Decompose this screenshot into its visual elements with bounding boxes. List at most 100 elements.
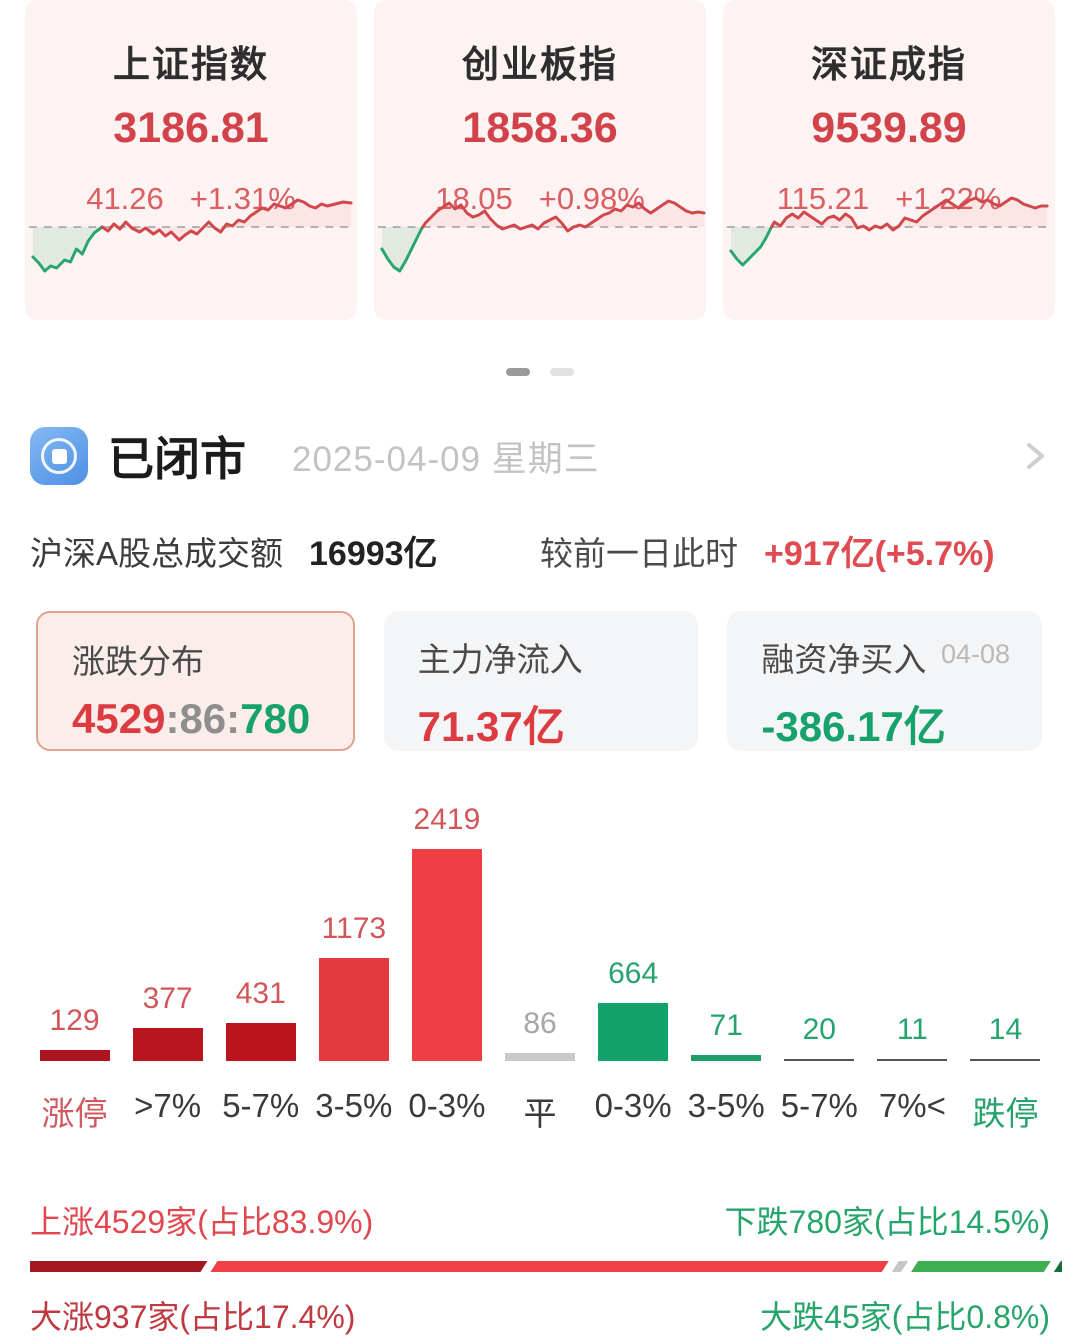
chevron-right-icon[interactable] xyxy=(1020,441,1050,471)
margin-buy-value: -386.17亿 xyxy=(761,703,946,750)
turnover-row: 沪深A股总成交额 16993亿 较前一日此时 +917亿(+5.7%) xyxy=(0,526,1080,575)
bar-value-label: 71 xyxy=(709,1009,743,1042)
bar xyxy=(225,1023,296,1061)
breadth-segment-big-down xyxy=(1053,1261,1062,1272)
distribution-bar-column[interactable]: 86 xyxy=(493,1007,586,1061)
coin-core xyxy=(51,448,67,464)
distribution-bar-column[interactable]: 1173 xyxy=(307,912,400,1061)
big-down-summary-label: 大跌45家(占比0.8%) xyxy=(760,1299,1050,1335)
distribution-bar-column[interactable]: 431 xyxy=(214,977,307,1061)
market-status-date: 2025-04-09 星期三 xyxy=(292,439,600,479)
bar xyxy=(598,1003,669,1061)
stat-cards: 涨跌分布 4529:86:780 主力净流入 71.37亿 融资净买入 04-0… xyxy=(0,611,1080,751)
index-card-sse[interactable]: 上证指数 3186.81 41.26 +1.31% xyxy=(25,0,357,320)
index-cards: 上证指数 3186.81 41.26 +1.31% 创业板指 1858.36 1… xyxy=(0,0,1080,320)
bar xyxy=(318,958,389,1061)
breadth-row-bottom: 大涨937家(占比17.4%) 大跌45家(占比0.8%) xyxy=(30,1292,1050,1338)
distribution-bar-chart: 129 377 431 1173 2419 86 664 71 20 11 14 xyxy=(28,803,1052,1061)
stat-card-distribution[interactable]: 涨跌分布 4529:86:780 xyxy=(36,611,355,751)
distribution-bar-column[interactable]: 129 xyxy=(28,1004,121,1061)
distribution-bar-column[interactable]: 14 xyxy=(959,1013,1052,1061)
distribution-bar-column[interactable]: 11 xyxy=(866,1013,959,1061)
index-change-percent: +1.22% xyxy=(895,181,1002,216)
stat-card-margin-buy[interactable]: 融资净买入 04-08 -386.17亿 xyxy=(727,611,1043,751)
distribution-category: 0-3% xyxy=(400,1061,493,1135)
category-label: 3-5% xyxy=(315,1087,393,1124)
bar-value-label: 86 xyxy=(523,1007,557,1040)
down-summary-label: 下跌780家(占比14.5%) xyxy=(724,1204,1050,1240)
index-change: 115.21 +1.22% xyxy=(723,181,1055,217)
distribution-bar-column[interactable]: 71 xyxy=(680,1009,773,1061)
margin-buy-date: 04-08 xyxy=(940,639,1011,669)
pagination-dot-active[interactable] xyxy=(506,368,530,376)
stat-card-title: 涨跌分布 xyxy=(72,643,204,680)
index-change-percent: +0.98% xyxy=(538,181,645,216)
bar xyxy=(411,849,482,1061)
market-status-title: 已闭市 xyxy=(108,433,246,485)
index-name: 深证成指 xyxy=(811,44,967,85)
distribution-ratio: 4529:86:780 xyxy=(72,695,353,743)
turnover-total-group: 沪深A股总成交额 16993亿 xyxy=(30,526,540,575)
main-inflow-value: 71.37亿 xyxy=(417,703,565,750)
distribution-category: 5-7% xyxy=(214,1061,307,1135)
carousel-pagination xyxy=(0,368,1080,376)
bar xyxy=(39,1050,110,1061)
index-name: 创业板指 xyxy=(462,44,618,85)
distribution-category-labels: 涨停 >7% 5-7% 3-5% 0-3% 平 0-3% 3-5% 5-7% 7%< 跌停 xyxy=(28,1061,1052,1135)
category-label: 7%< xyxy=(878,1087,946,1124)
index-change-percent: +1.31% xyxy=(189,181,296,216)
distribution-category: 7%< xyxy=(866,1061,959,1135)
up-summary-label: 上涨4529家(占比83.9%) xyxy=(30,1204,374,1240)
index-value: 3186.81 xyxy=(113,104,269,152)
bar xyxy=(784,1059,855,1061)
pagination-dot[interactable] xyxy=(550,368,574,376)
bar-value-label: 20 xyxy=(802,1013,836,1046)
breadth-segment-flat xyxy=(892,1261,908,1272)
index-card-szse[interactable]: 深证成指 9539.89 115.21 +1.22% xyxy=(723,0,1055,320)
index-change-amount: 115.21 xyxy=(776,181,870,216)
market-status-row[interactable]: 已闭市 2025-04-09 星期三 xyxy=(0,426,1080,486)
index-change-amount: 18.05 xyxy=(435,181,513,216)
turnover-compare-value: +917亿(+5.7%) xyxy=(764,535,995,573)
bar xyxy=(132,1028,203,1061)
index-card-chinext[interactable]: 创业板指 1858.36 18.05 +0.98% xyxy=(374,0,706,320)
category-label: 5-7% xyxy=(222,1087,300,1124)
turnover-label: 沪深A股总成交额 xyxy=(30,535,284,572)
distribution-category: 0-3% xyxy=(587,1061,680,1135)
bar-value-label: 11 xyxy=(896,1013,928,1046)
stat-card-title: 主力净流入 xyxy=(417,641,583,678)
distribution-bar-column[interactable]: 20 xyxy=(773,1013,866,1061)
bar xyxy=(877,1059,948,1061)
bar-value-label: 14 xyxy=(988,1013,1023,1046)
index-change: 41.26 +1.31% xyxy=(25,181,357,217)
stat-card-title: 融资净买入 xyxy=(761,641,927,678)
index-sparkline-chart xyxy=(374,187,706,302)
bar xyxy=(970,1059,1041,1061)
bar-value-label: 129 xyxy=(49,1004,100,1037)
bar-value-label: 1173 xyxy=(321,912,387,945)
category-label: 5-7% xyxy=(780,1087,858,1124)
stat-card-main-inflow[interactable]: 主力净流入 71.37亿 xyxy=(383,611,699,751)
distribution-category: 3-5% xyxy=(680,1061,773,1135)
distribution-bar-column[interactable]: 664 xyxy=(587,957,680,1061)
index-change: 18.05 +0.98% xyxy=(374,181,706,217)
breadth-segment-big-up xyxy=(30,1261,207,1272)
breadth-progress-bar xyxy=(30,1261,1062,1272)
category-label: 跌停 xyxy=(972,1095,1039,1132)
bar xyxy=(505,1053,576,1061)
bar xyxy=(691,1055,762,1061)
category-label: 0-3% xyxy=(408,1087,486,1124)
distribution-category: 涨停 xyxy=(28,1061,121,1135)
distribution-bar-column[interactable]: 377 xyxy=(121,982,214,1061)
index-value: 1858.36 xyxy=(462,104,618,152)
breadth-segment-up xyxy=(210,1261,888,1272)
distribution-bar-column[interactable]: 2419 xyxy=(400,803,493,1061)
distribution-category: 3-5% xyxy=(307,1061,400,1135)
index-sparkline-chart xyxy=(25,187,357,302)
down-count: 780 xyxy=(240,695,311,742)
index-value: 9539.89 xyxy=(811,104,967,152)
ratio-separator: : xyxy=(226,695,241,742)
category-label: 涨停 xyxy=(41,1095,108,1132)
breadth-summary: 上涨4529家(占比83.9%) 下跌780家(占比14.5%) 大涨937家(… xyxy=(30,1197,1062,1338)
breadth-segment-down xyxy=(911,1261,1051,1272)
